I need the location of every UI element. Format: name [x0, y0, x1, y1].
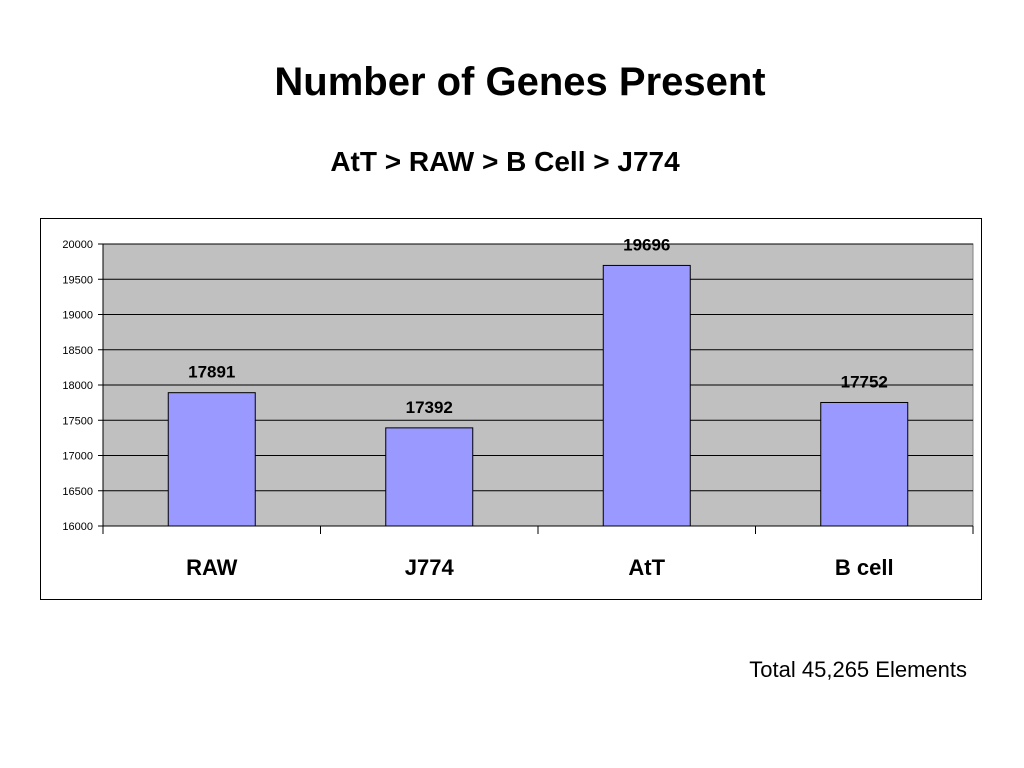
y-tick-label: 19500: [62, 274, 93, 286]
x-tick-label: B cell: [835, 555, 894, 580]
y-tick-label: 17000: [62, 451, 93, 463]
data-label: 19696: [623, 235, 670, 254]
data-label: 17392: [406, 398, 453, 417]
bar: [602, 264, 691, 527]
bar: [820, 401, 909, 527]
chart-area: 16000 16500 17000 17500 18000 18500 19000 19500…: [40, 218, 982, 600]
y-tick-label: 18500: [62, 345, 93, 357]
y-tick-label: 19000: [62, 310, 93, 322]
x-tick-label: RAW: [186, 555, 238, 580]
total-elements-note: Total 45,265 Elements: [749, 657, 967, 682]
bar: [385, 427, 474, 527]
slide-title: Number of Genes Present: [274, 60, 766, 104]
y-tick-label: 16500: [62, 486, 93, 498]
bar-chart: 16000 16500 17000 17500 18000 18500 19000 19500…: [62, 235, 974, 580]
data-label: 17752: [841, 372, 888, 391]
y-tick-label: 17500: [62, 415, 93, 427]
data-label: 17891: [188, 363, 235, 382]
slide-subtitle: AtT > RAW > B Cell > J774: [330, 146, 680, 177]
y-tick-label: 16000: [62, 521, 93, 533]
bar: [167, 392, 256, 527]
y-tick-label: 18000: [62, 380, 93, 392]
x-tick-label: AtT: [628, 555, 665, 580]
x-tick-label: J774: [405, 555, 455, 580]
y-tick-label: 20000: [62, 239, 93, 251]
